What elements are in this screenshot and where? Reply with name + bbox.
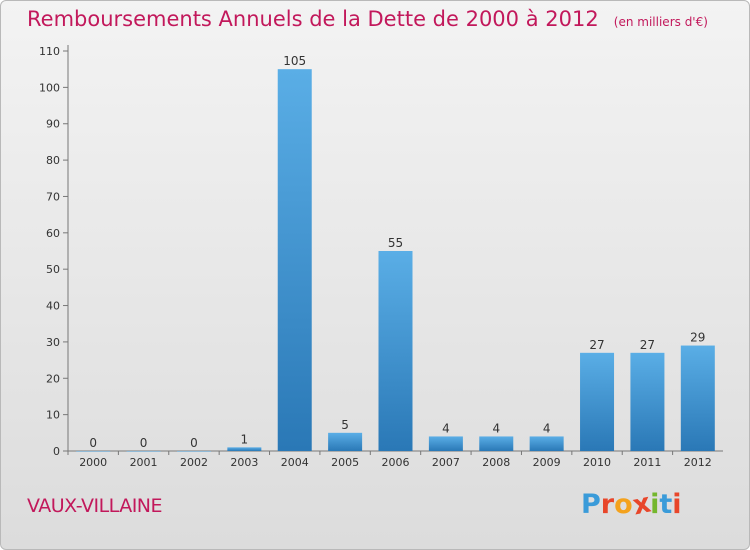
bar-2012 [680, 345, 715, 451]
logo-letter: r [600, 489, 615, 520]
bar-2010 [580, 352, 615, 451]
logo-letter: i [672, 489, 682, 520]
y-tick-label: 100 [39, 81, 60, 94]
logo-letter: i [650, 489, 660, 520]
value-label-2009: 4 [543, 421, 551, 435]
category-label-2004: 2004 [281, 456, 309, 469]
proxiti-logo[interactable]: Proxiti [581, 488, 682, 522]
value-label-2001: 0 [140, 436, 148, 450]
y-tick-label: 110 [39, 45, 60, 58]
category-label-2002: 2002 [180, 456, 208, 469]
category-label-2010: 2010 [583, 456, 611, 469]
category-label-2001: 2001 [130, 456, 158, 469]
bar-2008 [479, 436, 514, 451]
category-label-2009: 2009 [533, 456, 561, 469]
category-label-2006: 2006 [382, 456, 410, 469]
chart-title-text: Remboursements Annuels de la Dette de 20… [27, 7, 599, 31]
y-tick-label: 50 [46, 263, 60, 276]
bar-2002 [176, 451, 211, 452]
chart-unit-label: (en milliers d'€) [613, 15, 708, 29]
bar-2009 [529, 436, 564, 451]
category-label-2008: 2008 [482, 456, 510, 469]
y-tick-label: 80 [46, 154, 60, 167]
chart-labels: 0 2000 0 2001 0 2002 1 2003 105 2004 5 2005 55 2006 4 2… [79, 54, 712, 469]
bar-2005 [328, 432, 363, 451]
bar-2004 [277, 69, 312, 451]
category-label-2003: 2003 [230, 456, 258, 469]
chart-title: Remboursements Annuels de la Dette de 20… [27, 7, 708, 31]
value-label-2010: 27 [589, 338, 604, 352]
y-tick-label: 0 [53, 445, 60, 458]
y-tick-label: 20 [46, 372, 60, 385]
category-label-2007: 2007 [432, 456, 460, 469]
category-label-2012: 2012 [684, 456, 712, 469]
y-tick-label: 40 [46, 300, 60, 313]
y-tick-label: 60 [46, 227, 60, 240]
value-label-2002: 0 [190, 436, 198, 450]
bar-2007 [428, 436, 463, 451]
category-label-2011: 2011 [633, 456, 661, 469]
value-label-2006: 55 [388, 236, 403, 250]
value-label-2008: 4 [492, 421, 500, 435]
y-tick-label: 90 [46, 118, 60, 131]
value-label-2004: 105 [283, 54, 306, 68]
bar-2000 [76, 451, 111, 452]
bar-2006 [378, 251, 413, 451]
category-label-2005: 2005 [331, 456, 359, 469]
value-label-2003: 1 [241, 432, 249, 446]
y-tick-label: 10 [46, 409, 60, 422]
value-label-2011: 27 [640, 338, 655, 352]
bar-2011 [630, 352, 665, 451]
logo-letter: P [581, 489, 601, 520]
value-label-2000: 0 [89, 436, 97, 450]
chart-bars [76, 69, 715, 452]
logo-letter: o [614, 489, 633, 520]
bar-2003 [227, 447, 262, 451]
bar-2001 [126, 451, 161, 452]
value-label-2005: 5 [341, 418, 349, 432]
value-label-2007: 4 [442, 421, 450, 435]
commune-name: VAUX-VILLAINE [27, 495, 163, 517]
y-tick-label: 70 [46, 190, 60, 203]
logo-letter: t [659, 489, 673, 520]
value-label-2012: 29 [690, 331, 705, 345]
category-label-2000: 2000 [79, 456, 107, 469]
y-tick-label: 30 [46, 336, 60, 349]
